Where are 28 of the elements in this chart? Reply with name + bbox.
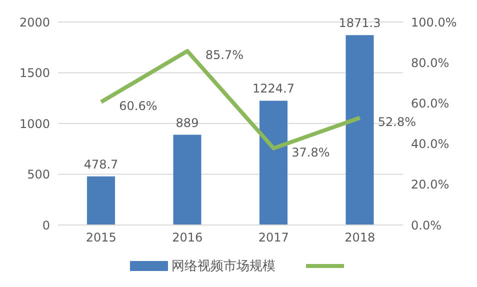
data-label: 85.7% — [205, 48, 244, 62]
y-tick-label: 1000 — [19, 116, 50, 131]
y2-tick-label: 80.0% — [411, 56, 450, 70]
bar — [260, 100, 288, 225]
data-label: 1871.3 — [338, 16, 381, 30]
y2-tick-label: 20.0% — [411, 178, 450, 192]
x-tick-label: 2016 — [172, 230, 203, 245]
y-tick-label: 1500 — [19, 66, 50, 80]
bar — [87, 176, 115, 225]
y2-tick-label: 0.0% — [411, 218, 442, 232]
x-tick-label: 2017 — [258, 230, 289, 245]
y2-tick-label: 60.0% — [411, 96, 450, 110]
y-tick-label: 2000 — [19, 15, 50, 30]
data-label: 37.8% — [292, 145, 330, 160]
data-label: 52.8% — [378, 114, 416, 129]
legend-label: 网络视频市场规模 — [172, 258, 276, 275]
data-label: 478.7 — [84, 157, 118, 172]
y-tick-label: 0 — [42, 218, 50, 232]
x-tick-label: 2018 — [344, 230, 376, 245]
bar — [173, 134, 202, 225]
x-tick-label: 2015 — [86, 230, 116, 245]
data-label: 1224.7 — [252, 82, 294, 96]
bar — [346, 35, 374, 225]
data-label: 889 — [176, 116, 199, 130]
data-label: 60.6% — [119, 98, 158, 113]
y2-tick-label: 40.0% — [411, 137, 450, 152]
y-tick-label: 500 — [27, 168, 50, 182]
y2-tick-label: 100.0% — [411, 15, 457, 30]
